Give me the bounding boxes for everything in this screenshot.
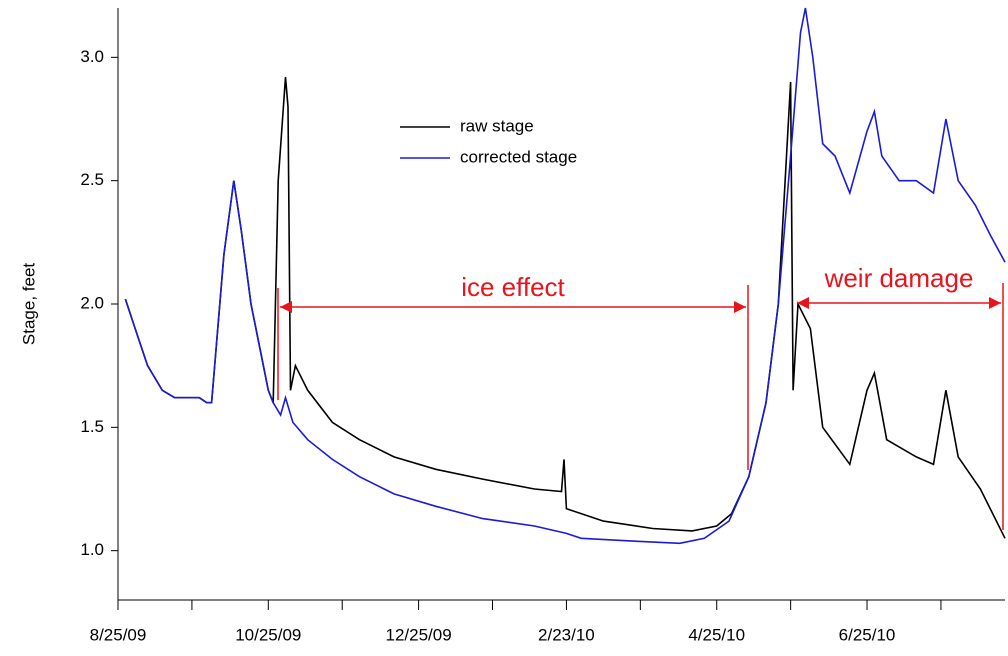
x-tick-label: 6/25/10 [839,625,896,644]
legend-label: corrected stage [460,147,577,166]
annotation-ice: ice effect [277,272,749,470]
annotation-weir: weir damage [797,263,1004,530]
y-axis-label: Stage, feet [19,263,38,346]
y-tick-label: 1.5 [80,417,104,436]
x-tick-label: 12/25/09 [386,625,452,644]
annotation-text: weir damage [824,263,974,293]
legend-label: raw stage [460,116,534,135]
annotation-text: ice effect [461,272,565,302]
plot [124,7,1006,545]
x-tick-label: 4/25/10 [688,625,745,644]
x-tick-label: 8/25/09 [90,625,147,644]
y-tick-label: 1.0 [80,540,104,559]
y-tick-label: 3.0 [80,47,104,66]
x-tick-label: 2/23/10 [538,625,595,644]
x-tick-label: 10/25/09 [235,625,301,644]
y-tick-label: 2.0 [80,293,104,312]
series-line [124,7,1006,545]
y-tick-label: 2.5 [80,170,104,189]
